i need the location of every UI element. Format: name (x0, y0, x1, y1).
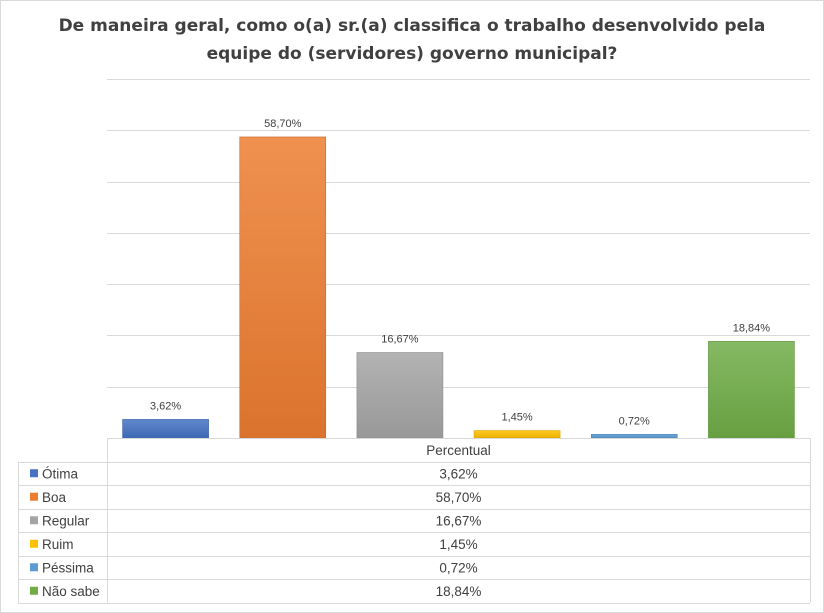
chart-title-line2: equipe do (servidores) governo municipal… (206, 44, 618, 64)
table-category-2: Regular (42, 513, 90, 528)
legend-key-3 (30, 539, 38, 548)
table-value-0: 3,62% (439, 466, 477, 481)
bar-5 (708, 341, 795, 439)
bar-2 (356, 352, 444, 439)
chart-title: De maneira geral, como o(a) sr.(a) class… (0, 12, 824, 68)
table-value-1: 58,70% (436, 490, 482, 505)
table-category-3: Ruim (42, 537, 74, 552)
bar-4 (590, 434, 678, 439)
legend-key-5 (30, 586, 38, 595)
table-value-3: 1,45% (439, 537, 477, 552)
data-label-5: 18,84% (733, 322, 771, 334)
bar-1 (239, 136, 327, 439)
data-label-4: 0,72% (619, 415, 650, 427)
table-value-4: 0,72% (439, 560, 477, 575)
table-value-2: 16,67% (436, 513, 482, 528)
legend-key-2 (30, 516, 38, 525)
legend-key-4 (30, 563, 38, 572)
data-label-3: 1,45% (501, 412, 532, 424)
chart-title-line1: De maneira geral, como o(a) sr.(a) class… (58, 16, 766, 36)
legend-key-0 (30, 469, 38, 478)
table-category-1: Boa (42, 490, 67, 505)
legend-key-1 (30, 492, 38, 501)
table-category-5: Não sabe (42, 584, 100, 599)
table-value-5: 18,84% (436, 584, 482, 599)
table-category-0: Ótima (42, 466, 78, 481)
data-label-2: 16,67% (381, 334, 419, 346)
data-label-1: 58,70% (264, 118, 302, 130)
table-category-4: Péssima (42, 560, 94, 575)
bar-0 (122, 419, 209, 439)
bar-3 (473, 430, 561, 439)
data-label-0: 3,62% (150, 400, 181, 412)
table-header-series: Percentual (426, 443, 491, 458)
